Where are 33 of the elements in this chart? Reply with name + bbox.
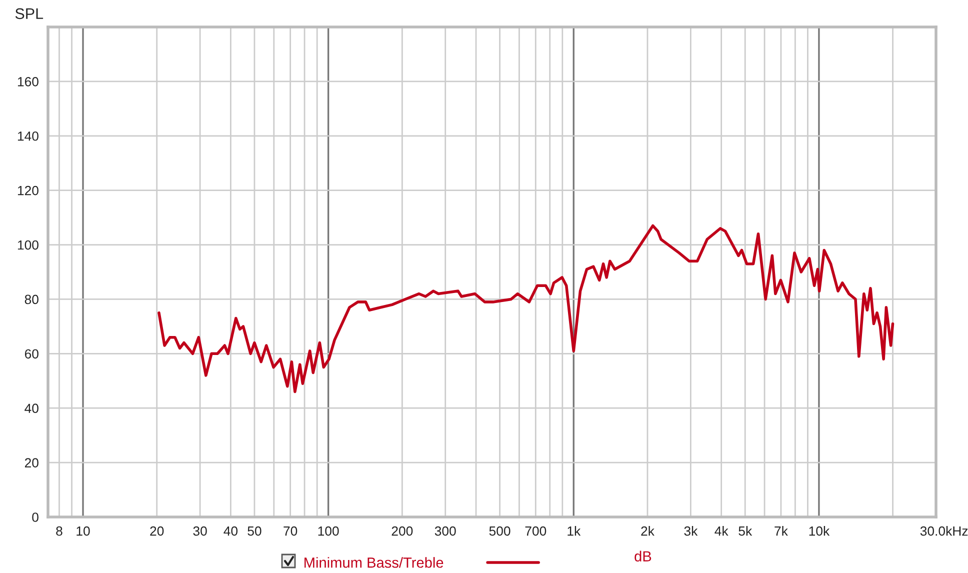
- x-tick-label: 30: [193, 526, 207, 536]
- x-tick-label: 500: [489, 526, 510, 536]
- x-tick-label: 70: [284, 526, 298, 536]
- x-tick-label: 700: [525, 526, 546, 536]
- y-tick-label: 160: [18, 77, 38, 86]
- y-tick-label: 100: [18, 240, 38, 250]
- y-tick-label: 60: [24, 349, 38, 359]
- x-tick-label: 3k: [684, 526, 698, 536]
- x-axis-title: Hz: [953, 526, 968, 536]
- x-tick-label: 8: [56, 526, 62, 536]
- x-tick-label: 30.0k: [920, 526, 952, 536]
- x-tick-label: 7k: [774, 526, 788, 536]
- x-tick-label: 1k: [568, 526, 581, 536]
- x-tick-label: 10k: [809, 526, 830, 536]
- x-tick-label: 5k: [738, 526, 752, 536]
- x-tick-label: 2k: [641, 526, 654, 536]
- y-tick-label: 140: [18, 131, 38, 141]
- y-tick-label: 20: [24, 458, 38, 468]
- x-tick-label: 4k: [714, 526, 728, 536]
- text: Minimum Bass/Treble: [304, 557, 444, 568]
- y-tick-label: 120: [18, 186, 38, 196]
- y-tick-label: 80: [24, 294, 38, 304]
- y-tick-label: 0: [32, 512, 38, 522]
- x-tick-label: 100: [318, 526, 339, 536]
- x-tick-label: 200: [392, 526, 413, 536]
- y-tick-label: 40: [24, 404, 38, 414]
- x-tick-label: 40: [224, 526, 238, 536]
- text: dB: [634, 550, 652, 562]
- y-axis-title: SPL: [15, 8, 44, 20]
- x-tick-label: 10: [76, 526, 90, 536]
- x-tick-label: 50: [248, 526, 262, 536]
- x-tick-label: 20: [150, 526, 164, 536]
- x-tick-label: 300: [434, 526, 456, 536]
